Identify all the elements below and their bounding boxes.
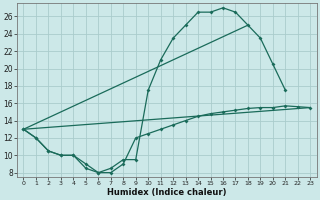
- X-axis label: Humidex (Indice chaleur): Humidex (Indice chaleur): [107, 188, 227, 197]
